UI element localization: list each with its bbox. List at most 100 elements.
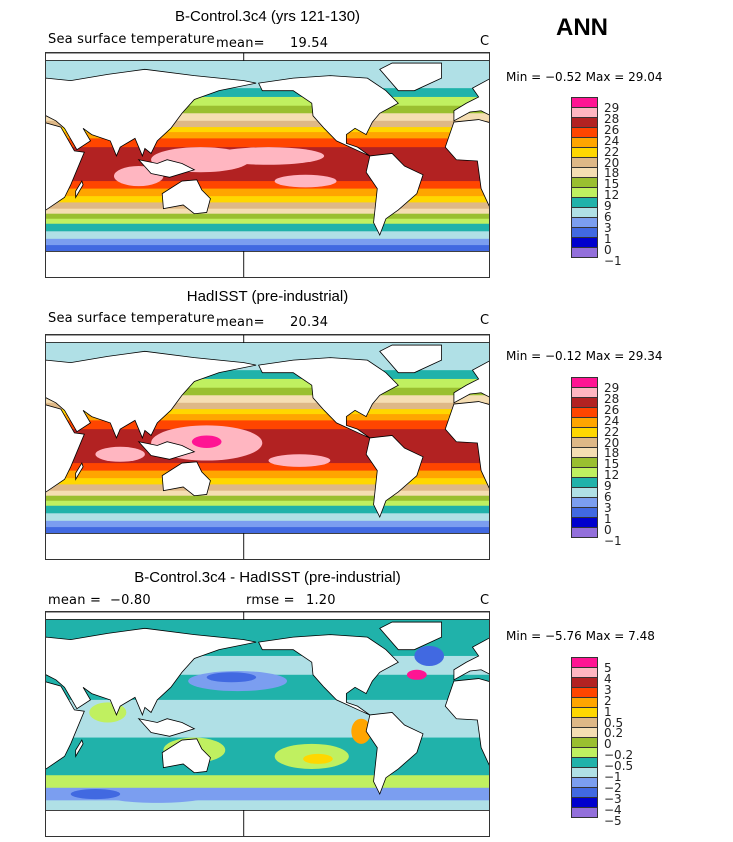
panel3-units: C xyxy=(480,593,490,608)
land-mask xyxy=(46,627,257,717)
land-mask xyxy=(46,122,85,211)
panel2-units: C xyxy=(480,313,490,328)
panel3-rmse-label: rmse = xyxy=(246,593,295,608)
colorbar-label: 3 xyxy=(604,682,612,697)
colorbar-label: 29 xyxy=(604,381,620,395)
colorbar-label: 20 xyxy=(604,155,620,170)
season-label: ANN xyxy=(556,14,608,41)
ocean-contour-band xyxy=(46,196,489,203)
ocean-contour-band xyxy=(46,387,489,396)
min-label: Min = xyxy=(506,70,542,84)
panel1-mean: 19.54 xyxy=(290,36,329,51)
land-mask xyxy=(243,250,489,277)
colorbar-label: 12 xyxy=(604,188,620,203)
ocean-contour-region xyxy=(212,147,325,165)
land-mask xyxy=(453,637,489,681)
ocean-contour-region xyxy=(274,174,337,188)
panel3-mean: −0.80 xyxy=(110,593,151,608)
colorbar-label: 29 xyxy=(604,101,620,115)
ocean-contour-region xyxy=(414,645,445,666)
land-mask xyxy=(243,612,489,620)
colorbar-label: 15 xyxy=(604,177,620,192)
colorbar-label: 6 xyxy=(604,210,612,224)
ocean-contour-band xyxy=(46,395,489,404)
land-mask xyxy=(444,401,489,489)
panel1-units: C xyxy=(480,34,490,49)
ocean-contour-band xyxy=(46,500,489,507)
ocean-contour-band xyxy=(46,490,489,497)
land-mask xyxy=(137,718,196,737)
colorbar-label: 24 xyxy=(604,413,620,428)
colorbar-label: −0.5 xyxy=(604,759,634,774)
max-value: 7.48 xyxy=(628,629,655,643)
ocean-contour-band xyxy=(46,127,489,133)
ocean-contour-band xyxy=(46,88,489,98)
colorbar-label: 0 xyxy=(604,522,612,537)
colorbar-label: 28 xyxy=(604,111,620,126)
land-mask xyxy=(161,179,211,215)
ocean-contour-band xyxy=(46,238,489,246)
colorbar-label: −5 xyxy=(604,813,622,828)
ocean-contour-band xyxy=(46,120,489,128)
min-value: −0.52 xyxy=(545,70,582,84)
panel3-rmse: 1.20 xyxy=(306,593,336,608)
ocean-contour-band xyxy=(46,138,489,148)
panel1-minmax: Min = −0.52 Max = 29.04 xyxy=(506,70,662,84)
ocean-contour-band xyxy=(46,218,489,225)
ocean-contour-band xyxy=(46,213,489,220)
colorbar-label: 24 xyxy=(604,133,620,148)
colorbar-label: 26 xyxy=(604,402,620,417)
land-mask xyxy=(75,462,84,481)
land-mask xyxy=(137,159,196,178)
colorbar-label: 6 xyxy=(604,490,612,504)
ocean-contour-region xyxy=(107,790,207,803)
land-mask xyxy=(46,681,85,770)
ocean-contour-band xyxy=(46,775,489,789)
colorbar-label: 22 xyxy=(604,424,620,439)
ocean-contour-band xyxy=(46,105,489,114)
colorbar-swatch xyxy=(571,527,598,538)
panel2-mean-label: mean= xyxy=(216,315,265,330)
land-mask xyxy=(243,532,489,559)
land-mask xyxy=(75,739,84,758)
colorbar-label: 0 xyxy=(604,737,612,752)
land-mask xyxy=(453,360,489,404)
colorbar-label: 3 xyxy=(604,220,612,235)
colorbar-label: 12 xyxy=(604,468,620,483)
ocean-contour-band xyxy=(46,202,489,210)
colorbar-label: 9 xyxy=(604,479,612,494)
ocean-contour-band xyxy=(46,370,489,380)
land-mask xyxy=(46,335,245,343)
panel1-map xyxy=(45,52,490,278)
colorbar-label: 0.2 xyxy=(604,726,624,741)
land-mask xyxy=(46,404,85,493)
land-mask xyxy=(258,75,399,157)
colorbar-swatch xyxy=(571,247,598,258)
colorbar-label: 4 xyxy=(604,671,612,686)
ocean-contour-band xyxy=(46,414,489,421)
colorbar-label: −1 xyxy=(604,770,622,784)
ocean-contour-band xyxy=(46,378,489,389)
ocean-contour-band xyxy=(46,520,489,528)
land-mask xyxy=(46,53,245,61)
ocean-contour-region xyxy=(406,669,427,680)
max-label: Max = xyxy=(585,349,625,363)
max-label: Max = xyxy=(585,70,625,84)
panel3-minmax: Min = −5.76 Max = 7.48 xyxy=(506,629,655,643)
colorbar-label: 3 xyxy=(604,500,612,515)
ocean-contour-band xyxy=(46,181,489,190)
land-mask xyxy=(444,678,489,766)
colorbar-swatch xyxy=(571,807,598,818)
ocean-contour-region xyxy=(268,454,331,467)
colorbar-label: 28 xyxy=(604,391,620,406)
land-mask xyxy=(46,350,257,440)
ocean-contour-band xyxy=(46,96,489,107)
land-mask xyxy=(161,738,211,774)
land-mask xyxy=(161,461,211,497)
min-label: Min = xyxy=(506,349,542,363)
panel2-map xyxy=(45,334,490,560)
min-value: −5.76 xyxy=(545,629,582,643)
ocean-contour-band xyxy=(46,463,489,472)
panel1-mean-label: mean= xyxy=(216,36,265,51)
land-mask xyxy=(379,344,442,374)
